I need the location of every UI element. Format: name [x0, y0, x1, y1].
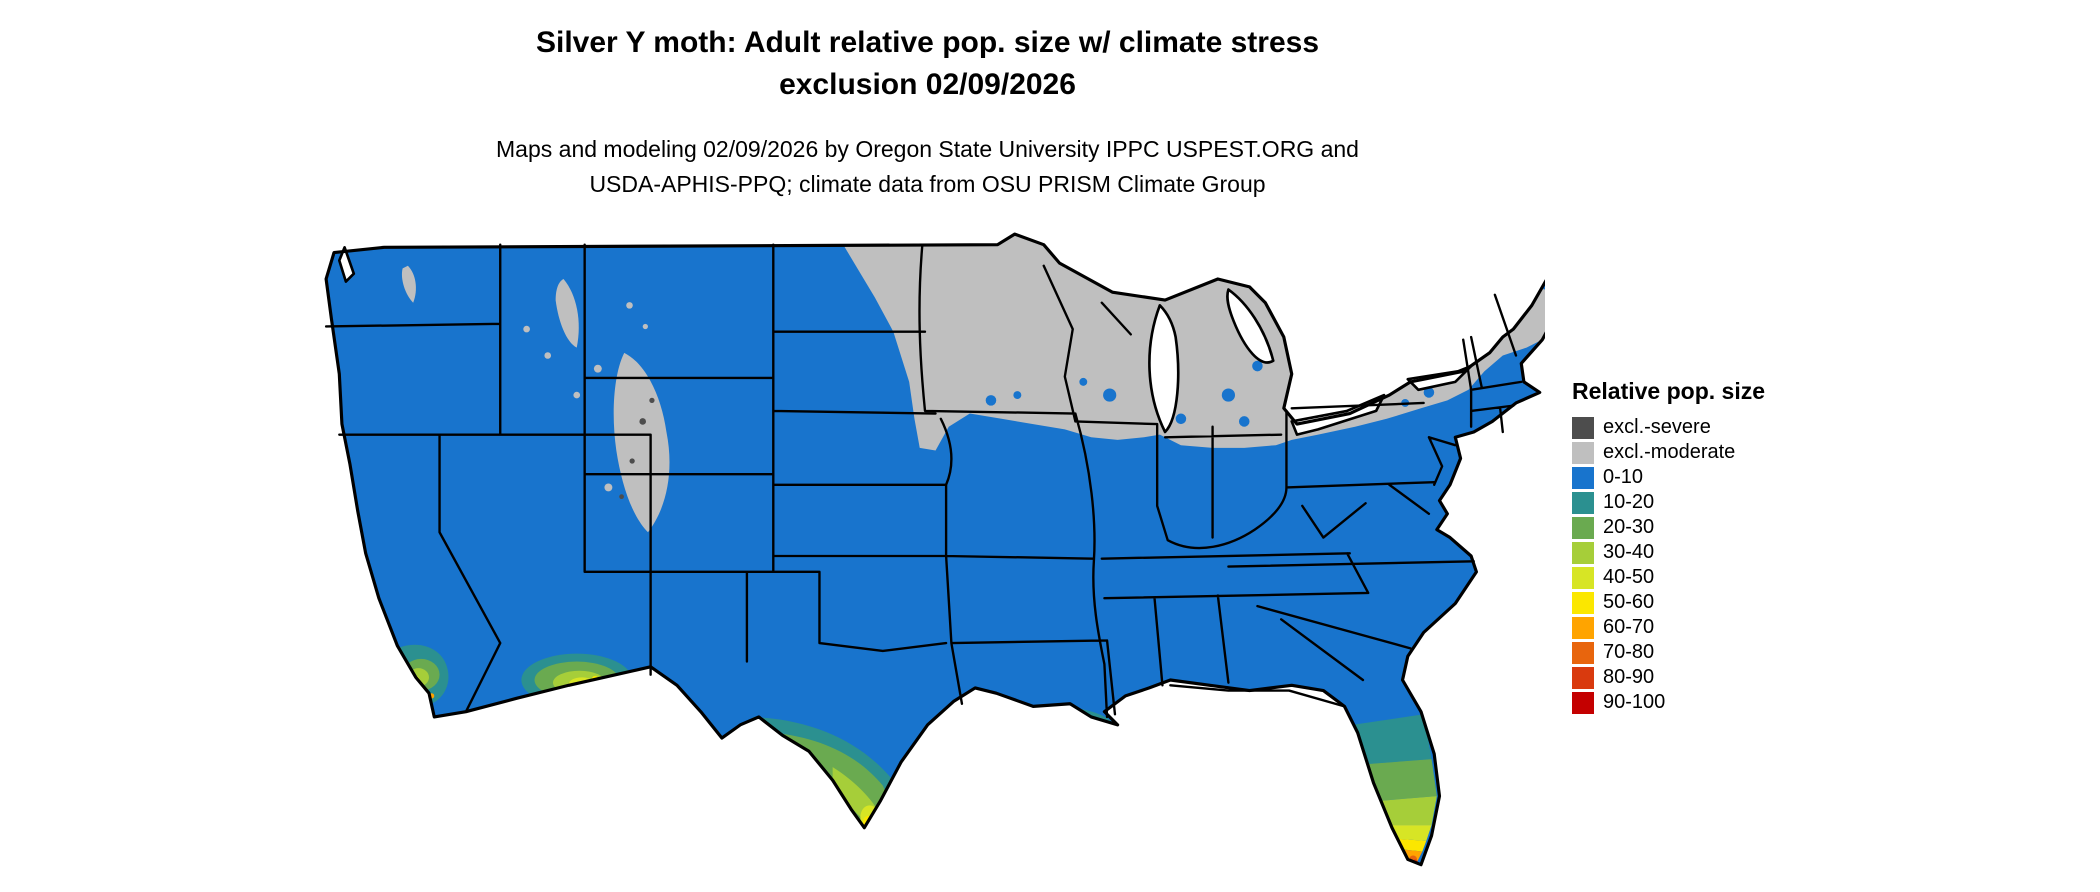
legend-item-20-30: 20-30 — [1572, 515, 1765, 540]
map-legend: Relative pop. size excl.-severe excl.-mo… — [1572, 378, 1765, 715]
lake-michigan — [1148, 304, 1180, 434]
region-excluded-severe — [619, 397, 655, 500]
legend-item-60-70: 60-70 — [1572, 615, 1765, 640]
legend-item-30-40: 30-40 — [1572, 540, 1765, 565]
legend-item-40-50: 40-50 — [1572, 565, 1765, 590]
legend-swatch-10-20 — [1572, 491, 1594, 514]
puget-sound — [337, 246, 356, 283]
legend-label: excl.-severe — [1603, 416, 1711, 438]
us-choropleth-map — [305, 226, 1545, 886]
legend-label: 10-20 — [1603, 491, 1655, 513]
legend-title: Relative pop. size — [1572, 378, 1766, 404]
legend-item-excl-severe: excl.-severe — [1572, 415, 1765, 440]
page-title-line1: Silver Y moth: Adult relative pop. size … — [535, 26, 1320, 59]
legend-label: 60-70 — [1603, 616, 1655, 638]
header: Silver Y moth: Adult relative pop. size … — [0, 22, 1855, 201]
legend-swatch-80-90 — [1572, 666, 1594, 689]
legend-swatch-70-80 — [1572, 641, 1594, 664]
legend-label: 40-50 — [1603, 566, 1655, 588]
page-title-line2: exclusion 02/09/2026 — [779, 68, 1076, 101]
legend-item-80-90: 80-90 — [1572, 665, 1765, 690]
legend-item-70-80: 70-80 — [1572, 640, 1765, 665]
legend-item-excl-moderate: excl.-moderate — [1572, 440, 1765, 465]
legend-item-10-20: 10-20 — [1572, 490, 1765, 515]
legend-label: 20-30 — [1603, 516, 1655, 538]
lake-huron — [1226, 288, 1275, 364]
page-title: Silver Y moth: Adult relative pop. size … — [0, 22, 1855, 106]
legend-label: 30-40 — [1603, 541, 1655, 563]
legend-swatch-excl-severe — [1572, 416, 1594, 439]
legend-label: 50-60 — [1603, 591, 1655, 613]
legend-swatch-0-10 — [1572, 466, 1594, 489]
legend-label: excl.-moderate — [1603, 441, 1736, 463]
legend-item-0-10: 0-10 — [1572, 465, 1765, 490]
legend-swatch-50-60 — [1572, 591, 1594, 614]
page-subtitle-line1: Maps and modeling 02/09/2026 by Oregon S… — [496, 136, 1359, 162]
legend-label: 90-100 — [1603, 691, 1666, 713]
page-subtitle-line2: USDA-APHIS-PPQ; climate data from OSU PR… — [589, 170, 1266, 197]
region-excluded-moderate — [401, 234, 1545, 533]
legend-item-90-100: 90-100 — [1572, 690, 1765, 715]
legend-item-50-60: 50-60 — [1572, 590, 1765, 615]
legend-label: 70-80 — [1603, 641, 1655, 663]
legend-swatch-40-50 — [1572, 566, 1594, 589]
legend-swatch-30-40 — [1572, 541, 1594, 564]
legend-label: 80-90 — [1603, 666, 1655, 688]
legend-swatch-20-30 — [1572, 516, 1594, 539]
legend-swatch-60-70 — [1572, 616, 1594, 639]
page-subtitle: Maps and modeling 02/09/2026 by Oregon S… — [0, 132, 1855, 201]
us-outline — [324, 232, 1545, 867]
legend-swatch-90-100 — [1572, 691, 1594, 714]
legend-label: 0-10 — [1603, 466, 1644, 488]
region-0-10-inclusions — [985, 278, 1545, 427]
legend-swatch-excl-moderate — [1572, 441, 1594, 464]
